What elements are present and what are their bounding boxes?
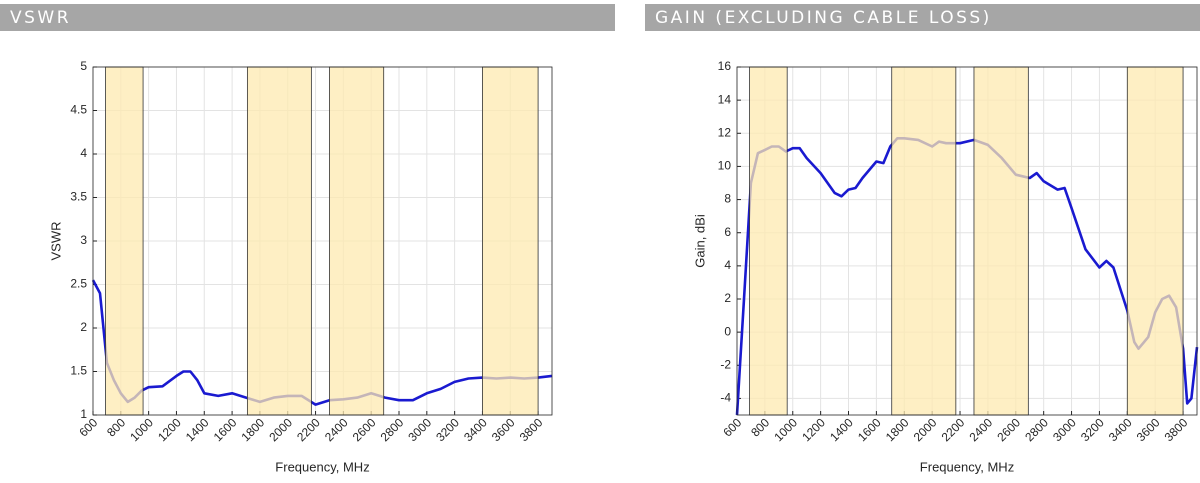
y-tick-label: 1.5 (70, 364, 87, 378)
x-tick-label: 2000 (266, 415, 295, 444)
x-tick-label: 1200 (155, 415, 184, 444)
y-tick-label: 6 (724, 225, 731, 239)
y-tick-label: 4 (724, 258, 731, 272)
y-tick-label: 12 (718, 125, 732, 139)
x-tick-label: 2600 (994, 415, 1023, 444)
y-tick-label: 3 (80, 233, 87, 247)
band (482, 66, 539, 416)
x-tick-label: 2200 (939, 415, 968, 444)
x-tick-label: 1000 (127, 415, 156, 444)
x-tick-label: 3600 (489, 415, 518, 444)
x-tick-label: 1000 (771, 415, 800, 444)
x-tick-label: 800 (748, 415, 772, 439)
x-tick-label: 2800 (378, 415, 407, 444)
y-tick-label: 2 (724, 291, 731, 305)
x-tick-label: 3200 (1078, 415, 1107, 444)
x-tick-label: 3200 (433, 415, 462, 444)
x-tick-label: 2600 (350, 415, 379, 444)
y-axis-label: Gain, dBi (692, 214, 707, 268)
x-tick-label: 2000 (911, 415, 940, 444)
x-tick-label: 600 (720, 415, 744, 439)
band (105, 66, 144, 416)
header-title: GAIN (EXCLUDING CABLE LOSS) (655, 8, 992, 28)
y-tick-label: 10 (718, 159, 732, 173)
x-tick-label: 1400 (183, 415, 212, 444)
y-axis-label: VSWR (48, 222, 63, 261)
x-tick-label: 800 (104, 415, 128, 439)
x-tick-label: 3400 (1106, 415, 1135, 444)
x-tick-label: 1800 (238, 415, 267, 444)
x-tick-label: 1800 (883, 415, 912, 444)
header-bar (645, 4, 1200, 31)
y-tick-label: -2 (720, 357, 731, 371)
x-tick-label: 1200 (799, 415, 828, 444)
x-axis-label: Frequency, MHz (275, 459, 369, 474)
x-tick-label: 2200 (294, 415, 323, 444)
header-bar (0, 4, 615, 31)
y-tick-label: -4 (720, 391, 731, 405)
x-tick-label: 3800 (1162, 415, 1191, 444)
x-tick-label: 2800 (1022, 415, 1051, 444)
x-tick-label: 1400 (827, 415, 856, 444)
band (246, 66, 312, 416)
x-tick-label: 3800 (517, 415, 546, 444)
y-tick-label: 3.5 (70, 190, 87, 204)
x-axis-label: Frequency, MHz (920, 459, 1014, 474)
x-tick-label: 3400 (461, 415, 490, 444)
y-tick-label: 0 (724, 324, 731, 338)
band (891, 66, 957, 416)
header-title: VSWR (10, 8, 71, 28)
x-tick-label: 2400 (322, 415, 351, 444)
y-tick-label: 8 (724, 192, 731, 206)
plot-area (737, 67, 1197, 415)
y-tick-label: 2.5 (70, 277, 87, 291)
plot-border (736, 66, 1198, 416)
band (329, 66, 385, 416)
y-tick-label: 5 (80, 59, 87, 73)
band (749, 66, 788, 416)
y-tick-label: 14 (718, 92, 732, 106)
x-tick-label: 1600 (855, 415, 884, 444)
x-tick-label: 1600 (211, 415, 240, 444)
y-tick-label: 1 (80, 407, 87, 421)
x-tick-label: 2400 (966, 415, 995, 444)
band (973, 66, 1029, 416)
y-tick-label: 2 (80, 320, 87, 334)
x-tick-label: 3000 (405, 415, 434, 444)
y-tick-label: 16 (718, 59, 732, 73)
plot-border (92, 66, 553, 416)
y-tick-label: 4 (80, 146, 87, 160)
x-tick-label: 3000 (1050, 415, 1079, 444)
band (1126, 66, 1184, 416)
x-tick-label: 3600 (1134, 415, 1163, 444)
y-tick-label: 4.5 (70, 103, 87, 117)
